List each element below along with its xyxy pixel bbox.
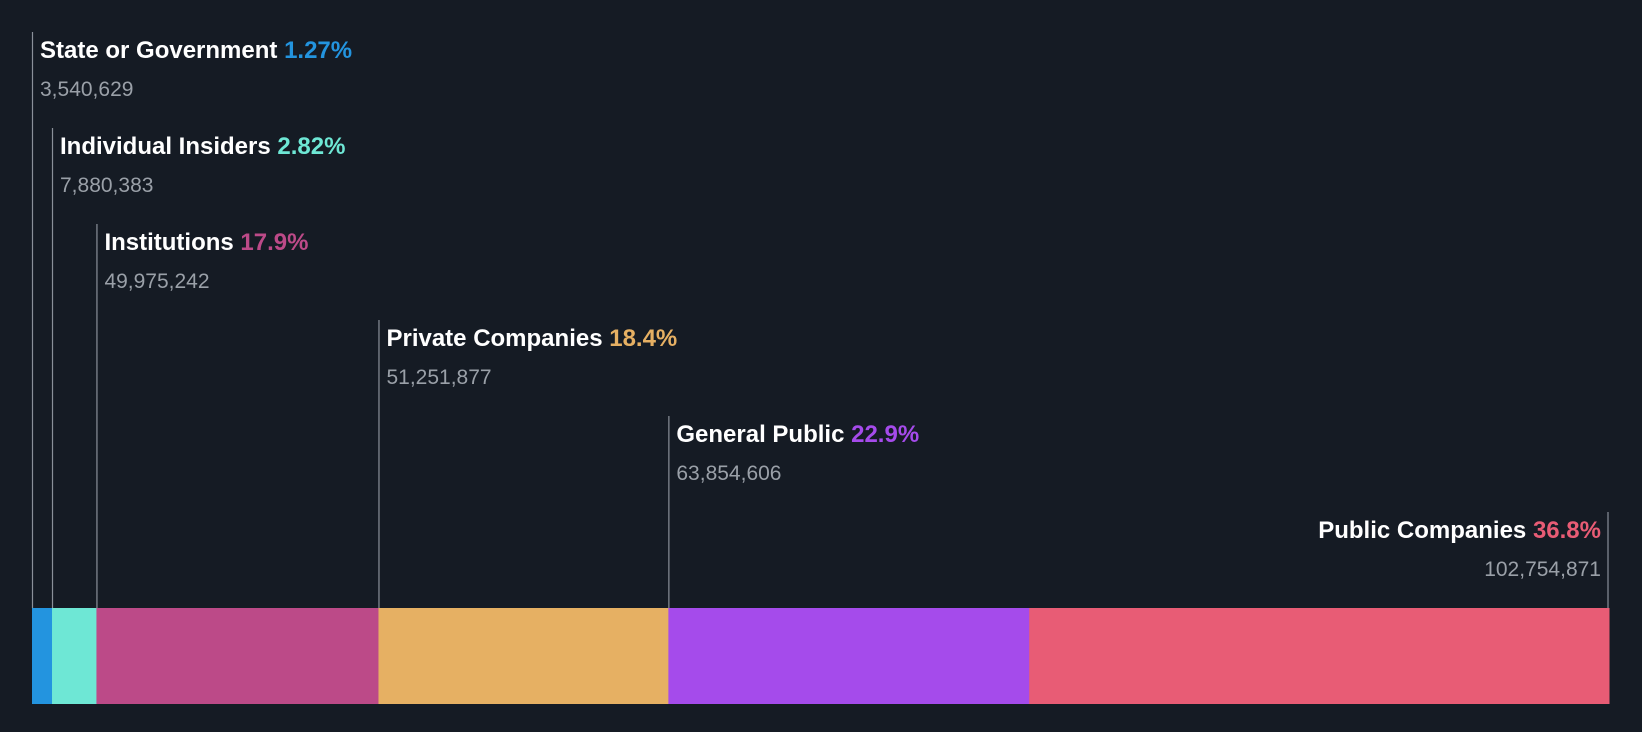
share-count-general-public: 63,854,606 bbox=[676, 462, 781, 485]
percent-label: 1.27% bbox=[284, 37, 352, 64]
share-count-institutions: 49,975,242 bbox=[104, 270, 209, 293]
bar-segment-public-companies bbox=[1029, 608, 1610, 704]
share-count-public-companies: 102,754,871 bbox=[1484, 558, 1601, 581]
share-count-individual-insiders: 7,880,383 bbox=[60, 174, 153, 197]
label-institutions: Institutions 17.9% bbox=[104, 229, 308, 256]
bar-segment-general-public bbox=[668, 608, 1030, 704]
label-public-companies: Public Companies 36.8% bbox=[1318, 517, 1601, 544]
bar-segment-institutions bbox=[96, 608, 379, 704]
category-name: Individual Insiders bbox=[60, 133, 277, 160]
bar-segment-individual-insiders bbox=[52, 608, 97, 704]
bar-segments bbox=[32, 608, 1610, 704]
category-name: Private Companies bbox=[386, 325, 609, 352]
label-general-public: General Public 22.9% bbox=[676, 421, 919, 448]
percent-label: 22.9% bbox=[851, 421, 919, 448]
share-count-state-or-government: 3,540,629 bbox=[40, 78, 133, 101]
percent-label: 18.4% bbox=[609, 325, 677, 352]
bar-segment-state-or-government bbox=[32, 608, 53, 704]
category-name: Public Companies bbox=[1318, 517, 1533, 544]
label-private-companies: Private Companies 18.4% bbox=[386, 325, 677, 352]
bar-segment-private-companies bbox=[378, 608, 669, 704]
percent-label: 17.9% bbox=[240, 229, 308, 256]
share-count-private-companies: 51,251,877 bbox=[386, 366, 491, 389]
category-name: State or Government bbox=[40, 37, 284, 64]
percent-label: 2.82% bbox=[277, 133, 345, 160]
label-individual-insiders: Individual Insiders 2.82% bbox=[60, 133, 345, 160]
category-name: General Public bbox=[676, 421, 851, 448]
percent-label: 36.8% bbox=[1533, 517, 1601, 544]
leader-lines bbox=[31, 32, 1609, 608]
label-state-or-government: State or Government 1.27% bbox=[40, 37, 352, 64]
category-name: Institutions bbox=[104, 229, 240, 256]
segment-labels: State or Government 1.27% 3,540,629 Indivi… bbox=[40, 37, 1601, 581]
